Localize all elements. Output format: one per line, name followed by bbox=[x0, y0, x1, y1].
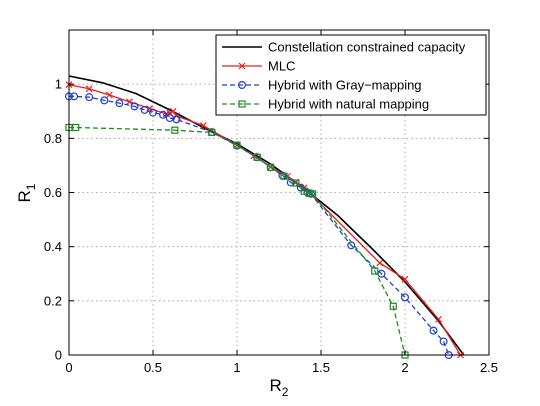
legend-marker bbox=[238, 62, 246, 70]
data-point bbox=[140, 105, 149, 114]
series-4 bbox=[65, 123, 409, 359]
data-point bbox=[85, 85, 93, 93]
data-point bbox=[439, 337, 448, 346]
x-tick-label: 0.5 bbox=[144, 360, 162, 375]
data-point bbox=[389, 302, 397, 310]
data-point bbox=[401, 275, 409, 283]
data-point bbox=[105, 91, 113, 99]
series-line bbox=[69, 126, 406, 356]
data-point bbox=[171, 126, 179, 134]
legend-box bbox=[215, 34, 487, 116]
data-point bbox=[72, 123, 80, 132]
y-tick-label: 0.4 bbox=[44, 239, 62, 254]
ticks bbox=[68, 30, 490, 356]
y-tick-label: 0.8 bbox=[44, 131, 62, 146]
y-tick-label: 1 bbox=[55, 77, 62, 92]
y-axis-label-sub: 1 bbox=[24, 183, 38, 190]
data-point bbox=[159, 110, 168, 119]
y-tick-label: 0.6 bbox=[44, 185, 62, 200]
data-point bbox=[199, 122, 207, 130]
data-point bbox=[286, 178, 295, 187]
data-point bbox=[300, 187, 308, 195]
data-point bbox=[435, 315, 443, 323]
x-axis-label-sub: 2 bbox=[282, 385, 289, 399]
legend-label: Hybrid with Gray−mapping bbox=[268, 78, 422, 93]
data-point bbox=[126, 98, 133, 106]
legend-marker bbox=[238, 80, 247, 89]
y-tick-label: 0.2 bbox=[44, 293, 62, 308]
data-point bbox=[280, 172, 288, 180]
data-point bbox=[371, 267, 379, 275]
data-point bbox=[401, 293, 410, 302]
series-line bbox=[69, 95, 450, 356]
legend-entry: MLC bbox=[222, 59, 295, 74]
x-tick-label: 2.5 bbox=[480, 360, 498, 375]
legend-entry: Constellation constrained capacity bbox=[222, 40, 466, 55]
data-point bbox=[172, 115, 181, 124]
x-tick-label: 2 bbox=[401, 360, 408, 375]
legend-marker bbox=[238, 100, 246, 108]
legend-label: Hybrid with natural mapping bbox=[268, 97, 429, 112]
legend-label: Constellation constrained capacity bbox=[268, 40, 466, 55]
data-point bbox=[309, 190, 317, 198]
data-point bbox=[100, 96, 109, 105]
data-point bbox=[70, 92, 79, 101]
x-tick-label: 0 bbox=[65, 360, 72, 375]
x-tick-label: 1 bbox=[233, 360, 240, 375]
data-point bbox=[233, 141, 241, 149]
data-point bbox=[292, 179, 300, 187]
data-point bbox=[376, 259, 384, 267]
x-axis-label-main: R bbox=[270, 376, 282, 395]
legend: Constellation constrained capacity MLC Hyb… bbox=[215, 34, 487, 116]
tick-labels: 0 0.5 1 1.5 2 2.5 0 0.2 0.4 0.6 0.8 1 bbox=[44, 77, 498, 375]
data-point bbox=[267, 163, 275, 171]
y-axis-label-main: R bbox=[15, 190, 34, 202]
y-axis-label: R1 bbox=[15, 183, 38, 202]
legend-entry: Hybrid with Gray−mapping bbox=[222, 78, 422, 93]
data-point bbox=[130, 102, 139, 111]
data-point bbox=[85, 93, 94, 102]
data-point bbox=[149, 108, 158, 117]
legend-entry: Hybrid with natural mapping bbox=[222, 97, 429, 112]
data-point bbox=[253, 153, 261, 161]
data-point bbox=[208, 128, 216, 136]
legend-label: MLC bbox=[268, 59, 295, 74]
data-point bbox=[115, 99, 124, 108]
data-point bbox=[169, 107, 177, 115]
x-axis-label: R2 bbox=[270, 376, 289, 399]
x-tick-label: 1.5 bbox=[312, 360, 330, 375]
data-point bbox=[429, 326, 438, 335]
y-tick-label: 0 bbox=[55, 348, 62, 363]
